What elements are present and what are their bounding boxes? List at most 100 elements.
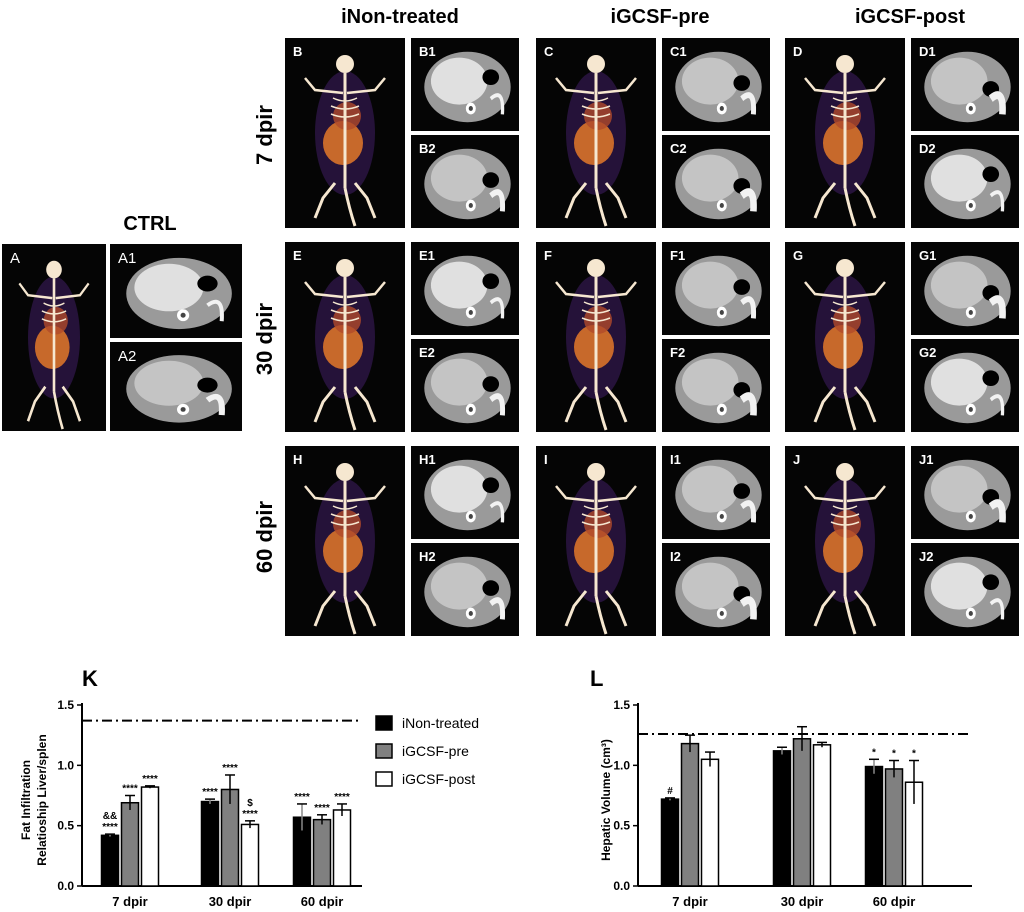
panel-d1: D1: [911, 38, 1019, 131]
panel-label: G1: [919, 248, 937, 263]
ct-slice-icon: [675, 352, 762, 424]
y-tick-label: 1.5: [57, 698, 74, 712]
ct-slice-icon: [675, 459, 762, 531]
y-axis-label: Fat Infiltration: [19, 760, 33, 840]
bar: [200, 800, 220, 887]
ct-slice-icon: [424, 255, 511, 327]
panel-b1: B1: [411, 38, 519, 131]
panel-label: C: [544, 44, 554, 59]
panel-j2: J2: [911, 543, 1019, 636]
panel-label: A1: [118, 250, 137, 267]
bar: [332, 809, 352, 887]
ct-slice-icon: [675, 556, 762, 628]
ct-slice-icon: [424, 148, 511, 220]
bar: [700, 758, 720, 887]
panel-a1: A1: [110, 244, 242, 338]
y-axis-label: Relatioship Liver/splen: [35, 734, 49, 865]
panel-label: F: [544, 248, 552, 263]
significance-label: #: [667, 786, 673, 797]
panel-e: E: [285, 242, 405, 432]
header-non-treated: iNon-treated: [341, 6, 459, 28]
header-ctrl: CTRL: [123, 213, 177, 235]
y-tick-label: 1.0: [613, 758, 630, 772]
panel-label: C1: [670, 44, 687, 59]
panel-c: C: [536, 38, 656, 228]
ct-slice-icon: [924, 51, 1011, 123]
panel-letter: L: [590, 666, 603, 691]
ct-slice-icon: [924, 459, 1011, 531]
ct-slice-icon: [424, 556, 511, 628]
significance-label: $: [247, 798, 253, 809]
panel-label: F1: [670, 248, 686, 263]
ct-slice-icon: [126, 355, 232, 423]
bar: [660, 798, 680, 887]
panel-c1: C1: [662, 38, 770, 131]
row-label-60dpir: 60 dpir: [252, 500, 277, 574]
ct-slice-icon: [424, 51, 511, 123]
mouse-scan-icon: [304, 463, 386, 635]
row-label-30dpir: 30 dpir: [252, 302, 277, 376]
ct-slice-icon: [924, 556, 1011, 628]
chart-hepatic-volume: L 0.0 0.5 1.0 1.5 # * * * 7 dpir 30 dpir 60 dpir Hep…: [590, 666, 972, 909]
y-axis-label: Hepatic Volume (cm³): [599, 739, 613, 861]
y-tick-label: 0.5: [57, 819, 74, 833]
panel-label: I2: [670, 549, 681, 564]
panel-d: D: [785, 38, 905, 228]
panel-c2: C2: [662, 135, 770, 228]
bar: [312, 818, 332, 887]
significance-label: *: [872, 747, 876, 758]
ct-slice-icon: [924, 352, 1011, 424]
x-tick-label: 30 dpir: [781, 894, 824, 909]
y-tick-label: 0.0: [57, 879, 74, 893]
bar: [120, 801, 140, 887]
panel-g: G: [785, 242, 905, 432]
bar: [884, 768, 904, 887]
panel-a: A: [2, 244, 106, 431]
ct-slice-icon: [924, 148, 1011, 220]
bar: [140, 786, 160, 887]
ct-slice-icon: [675, 51, 762, 123]
x-tick-label: 60 dpir: [873, 894, 916, 909]
panel-label: E: [293, 248, 302, 263]
panel-label: G2: [919, 345, 937, 360]
panel-label: A2: [118, 348, 137, 365]
mouse-scan-icon: [804, 463, 886, 635]
panel-label: J: [793, 452, 801, 467]
bar: [772, 750, 792, 887]
significance-label: *: [912, 749, 916, 760]
significance-label: ****: [222, 763, 238, 774]
significance-label: *: [892, 749, 896, 760]
chart-fat-infiltration: K0.00.51.01.5&&******** *****************…: [19, 666, 479, 909]
mouse-scan-icon: [804, 259, 886, 431]
panel-h: H: [285, 446, 405, 636]
panel-g1: G1: [911, 242, 1019, 335]
mouse-scan-icon: [304, 259, 386, 431]
panel-label: D1: [919, 44, 936, 59]
bar: [680, 742, 700, 887]
panel-label: B: [293, 44, 303, 59]
x-tick-label: 60 dpir: [301, 894, 344, 909]
x-tick-label: 7 dpir: [672, 894, 707, 909]
panel-label: B2: [419, 141, 436, 156]
panel-j: J: [785, 446, 905, 636]
significance-label: ****: [142, 774, 158, 785]
panel-h2: H2: [411, 543, 519, 636]
ct-slice-icon: [924, 255, 1011, 327]
panel-label: F2: [670, 345, 686, 360]
legend-swatch: [375, 771, 393, 787]
panel-label: J1: [919, 452, 934, 467]
panel-h1: H1: [411, 446, 519, 539]
legend-swatch: [375, 743, 393, 759]
significance-label: ****: [242, 809, 258, 820]
header-gcsf-pre: iGCSF-pre: [610, 6, 710, 28]
panel-label: H: [293, 452, 303, 467]
panel-label: H2: [419, 549, 436, 564]
panel-label: D2: [919, 141, 936, 156]
mouse-scan-icon: [804, 55, 886, 227]
panel-g2: G2: [911, 339, 1019, 432]
mouse-scan-icon: [555, 55, 637, 227]
bar: [240, 823, 260, 887]
x-tick-label: 30 dpir: [209, 894, 252, 909]
significance-label: ****: [202, 787, 218, 798]
legend-swatch: [375, 715, 393, 731]
